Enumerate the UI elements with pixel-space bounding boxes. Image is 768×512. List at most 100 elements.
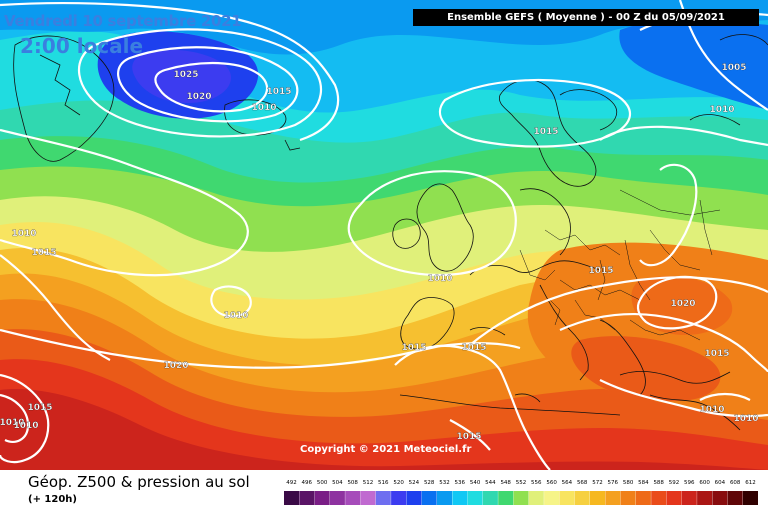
isobar-label: 1015 xyxy=(401,343,426,353)
legend-swatch xyxy=(697,491,713,505)
legend-tick-label: 584 xyxy=(638,480,649,486)
legend-tick-label: 548 xyxy=(500,480,511,486)
legend-tick-label: 516 xyxy=(378,480,389,486)
legend-tick-label: 492 xyxy=(286,480,297,486)
legend-tick-label: 596 xyxy=(684,480,695,486)
legend-tick-label: 564 xyxy=(562,480,573,486)
isobar-label: 1015 xyxy=(704,349,729,359)
isobar-labels: 1025 1020 1015 1010 1005 1010 1015 1010 … xyxy=(0,63,759,442)
isobar-label: 1015 xyxy=(27,403,52,413)
legend-tick-label: 532 xyxy=(439,480,450,486)
legend-swatch xyxy=(605,491,621,505)
geopotential-bands xyxy=(0,0,768,470)
legend-swatch xyxy=(421,491,437,505)
legend-swatch xyxy=(590,491,605,505)
isobar-label: 1015 xyxy=(31,248,56,258)
color-legend: 492 496 500 504 508 512 516 520 524 528 532 536 540 5… xyxy=(284,480,758,505)
isobar-label: 1015 xyxy=(461,343,486,353)
coastlines xyxy=(13,34,768,431)
isobars xyxy=(0,0,768,470)
legend-swatch xyxy=(284,491,299,505)
legend-tick-label: 512 xyxy=(363,480,374,486)
footer-panel: Géop. Z500 & pression au sol (+ 120h) 49… xyxy=(0,470,768,512)
legend-tick-label: 552 xyxy=(516,480,527,486)
isobar-label: 1015 xyxy=(266,87,291,97)
isobar-label: 1010 xyxy=(0,418,25,428)
legend-tick-label: 520 xyxy=(393,480,404,486)
isobar-label: 1020 xyxy=(670,299,695,309)
isobar-label: 1010 xyxy=(251,103,276,113)
legend-swatch xyxy=(375,491,391,505)
legend-swatch xyxy=(727,491,743,505)
isobar-label: 1015 xyxy=(588,266,613,276)
legend-swatch xyxy=(743,491,758,505)
isobar-label: 1015 xyxy=(533,127,558,137)
isobar-label: 1015 xyxy=(456,432,481,442)
legend-tick-label: 544 xyxy=(485,480,496,486)
legend-tick-label: 580 xyxy=(623,480,634,486)
legend-tick-label: 496 xyxy=(302,480,313,486)
legend-swatch xyxy=(360,491,376,505)
legend-swatch xyxy=(498,491,514,505)
legend-swatch xyxy=(559,491,575,505)
legend-swatch xyxy=(299,491,315,505)
isobar-label: 1010 xyxy=(13,421,38,431)
legend-swatch xyxy=(544,491,560,505)
legend-tick-label: 560 xyxy=(546,480,557,486)
legend-tick-label: 500 xyxy=(317,480,328,486)
isobar-label: 1010 xyxy=(427,274,452,284)
legend-swatch xyxy=(681,491,697,505)
legend-tick-label: 572 xyxy=(592,480,603,486)
isobar-label: 1010 xyxy=(709,105,734,115)
chart-title: Géop. Z500 & pression au sol xyxy=(28,473,250,491)
legend-tick-label: 524 xyxy=(409,480,420,486)
map-canvas: 1025 1020 1015 1010 1005 1010 1015 1010 … xyxy=(0,0,768,470)
legend-tick-label: 536 xyxy=(455,480,466,486)
legend-swatch xyxy=(437,491,452,505)
legend-tick-label: 612 xyxy=(745,480,756,486)
legend-swatch xyxy=(314,491,330,505)
legend-swatch xyxy=(329,491,345,505)
legend-tick-label: 608 xyxy=(730,480,741,486)
legend-tick-label: 504 xyxy=(332,480,343,486)
forecast-time: 2:00 locale xyxy=(20,34,144,58)
isobar-label: 1025 xyxy=(173,70,198,80)
legend-swatch xyxy=(651,491,667,505)
legend-swatch xyxy=(574,491,590,505)
legend-swatch xyxy=(391,491,407,505)
legend-swatch xyxy=(528,491,544,505)
legend-tick-label: 600 xyxy=(699,480,710,486)
isobar-label: 1010 xyxy=(733,414,758,424)
legend-swatch xyxy=(345,491,361,505)
legend-tick-label: 592 xyxy=(669,480,680,486)
legend-swatch xyxy=(666,491,682,505)
legend-tick-label: 568 xyxy=(577,480,588,486)
legend-swatch xyxy=(482,491,498,505)
legend-swatch xyxy=(452,491,468,505)
legend-swatch xyxy=(406,491,422,505)
legend-swatch xyxy=(635,491,651,505)
borders xyxy=(519,189,721,341)
isobar-label: 1020 xyxy=(186,92,211,102)
isobar-label: 1010 xyxy=(11,229,36,239)
legend-tick-label: 556 xyxy=(531,480,542,486)
legend-tick-label: 604 xyxy=(715,480,726,486)
legend-tick-label: 540 xyxy=(470,480,481,486)
isobar-label: 1020 xyxy=(163,361,188,371)
isobar-label: 1005 xyxy=(721,63,746,73)
legend-tick-label: 508 xyxy=(347,480,358,486)
isobar-label: 1010 xyxy=(699,405,724,415)
legend-swatch xyxy=(513,491,529,505)
chart-subtitle: (+ 120h) xyxy=(28,494,77,505)
model-run-banner: Ensemble GEFS ( Moyenne ) - 00 Z du 05/0… xyxy=(413,9,759,26)
forecast-date: Vendredi 10 septembre 2021 xyxy=(4,12,242,30)
copyright-text: Copyright © 2021 Meteociel.fr xyxy=(300,444,472,455)
legend-swatch xyxy=(620,491,636,505)
legend-swatch xyxy=(712,491,728,505)
legend-tick-label: 528 xyxy=(424,480,435,486)
isobar-label: 1010 xyxy=(223,311,248,321)
legend-tick-label: 576 xyxy=(608,480,619,486)
legend-swatch xyxy=(467,491,483,505)
legend-tick-label: 588 xyxy=(653,480,664,486)
